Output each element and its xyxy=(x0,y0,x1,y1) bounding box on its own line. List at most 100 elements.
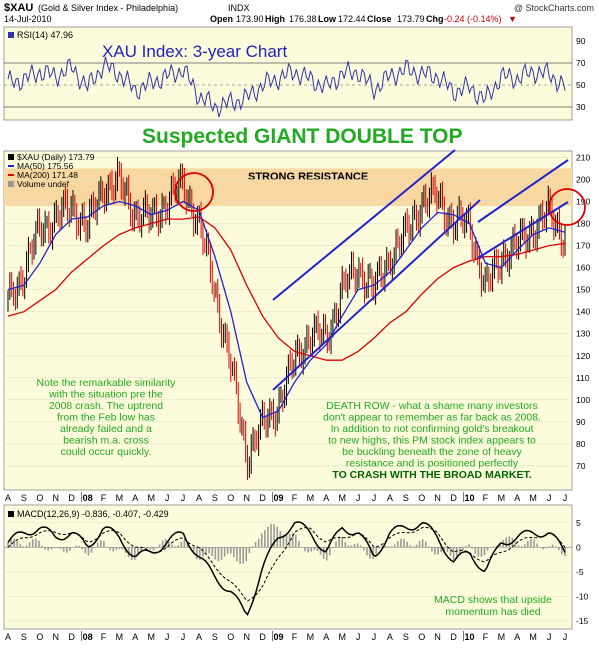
macd-tick-label: -10 xyxy=(576,592,589,602)
x-tick-label: D xyxy=(68,493,75,503)
x-tick-label: J xyxy=(181,632,186,642)
x-tick-label: 10 xyxy=(465,632,475,642)
index-name: (Gold & Silver Index - Philadelphia) xyxy=(38,3,178,13)
x-tick-label: M xyxy=(529,632,537,642)
x-tick-label: F xyxy=(483,632,489,642)
x-tick-label: J xyxy=(356,493,361,503)
x-tick-label: A xyxy=(132,632,138,642)
note-line: resistance and is positioned perfectly xyxy=(346,458,519,470)
price-tick-label: 100 xyxy=(576,395,590,405)
x-tick-label: F xyxy=(483,493,489,503)
rsi-legend-swatch xyxy=(8,32,14,38)
rsi-legend: RSI(14) 47.96 xyxy=(8,30,73,40)
rsi-grid xyxy=(4,62,572,108)
x-tick-label: O xyxy=(227,493,234,503)
x-tick-label: M xyxy=(147,493,155,503)
x-tick-label: N xyxy=(52,493,59,503)
note-line: TO CRASH WITH THE BROAD MARKET. xyxy=(332,469,531,481)
x-tick-label: A xyxy=(5,632,11,642)
price-tick-label: 150 xyxy=(576,285,590,295)
x-axis-bottom: A S O N D 08 F M A M J J A S O N D 09 F M A M J J A S O N D 10 F M A M J J xyxy=(5,631,567,642)
legend-label: $XAU (Daily) 173.79 xyxy=(17,152,95,162)
close-value: 173.79 xyxy=(397,14,425,24)
x-tick-label: J xyxy=(547,632,552,642)
x-tick-label: J xyxy=(181,493,186,503)
macd-line xyxy=(7,521,566,616)
x-tick-label: N xyxy=(243,632,250,642)
x-tick-label: J xyxy=(372,632,377,642)
x-tick-label: D xyxy=(450,493,457,503)
x-tick-label: N xyxy=(434,632,441,642)
macd-tick-label: -5 xyxy=(576,567,584,577)
note-line: be buckling beneath the zone of heavy xyxy=(342,446,523,458)
x-tick-label: A xyxy=(387,493,393,503)
x-axis-main: A S O N D 08 F M A M J J A S O N D 09 F M A M J J A S O N D 10 F M A M J J xyxy=(5,492,567,503)
trend-channels xyxy=(272,149,569,391)
x-tick-label: A xyxy=(323,632,329,642)
x-tick-label: D xyxy=(259,632,266,642)
note-line: don't appear to remember as far back as … xyxy=(323,412,541,424)
x-tick-label: N xyxy=(52,632,59,642)
rsi-y-axis: 90 70 50 30 xyxy=(576,36,586,112)
x-tick-label: M xyxy=(338,632,346,642)
x-tick-label: A xyxy=(514,493,520,503)
x-tick-label: F xyxy=(292,632,298,642)
macd-tick-label: -15 xyxy=(576,616,589,626)
x-tick-label: M xyxy=(116,493,124,503)
channel2-lower-line xyxy=(477,201,569,259)
x-tick-label: J xyxy=(563,493,568,503)
x-tick-label: A xyxy=(196,493,202,503)
rsi-annotation: XAU Index: 3-year Chart xyxy=(102,42,287,61)
symbol: $XAU xyxy=(4,2,33,14)
note-line: Note the remarkable similarity xyxy=(37,377,177,389)
price-tick-label: 130 xyxy=(576,329,590,339)
open-value: 173.90 xyxy=(236,14,264,24)
macd-signal-line xyxy=(7,527,566,602)
x-tick-label: D xyxy=(68,632,75,642)
x-tick-label: F xyxy=(101,632,107,642)
price-tick-label: 170 xyxy=(576,241,590,251)
x-tick-label: 08 xyxy=(83,493,93,503)
x-tick-label: M xyxy=(147,632,155,642)
note-right: DEATH ROW - what a shame many investors d… xyxy=(323,400,541,481)
legend-label: MA(200) 171.48 xyxy=(17,170,78,180)
x-tick-label: A xyxy=(132,493,138,503)
macd-tick-label: 5 xyxy=(576,518,581,528)
note-line: DEATH ROW - what a shame many investors xyxy=(326,400,538,412)
watermark: @ StockCharts.com xyxy=(514,3,594,13)
note-line: MACD shows that upside xyxy=(434,594,552,606)
x-tick-label: D xyxy=(259,493,266,503)
x-tick-label: O xyxy=(418,632,425,642)
price-tick-label: 200 xyxy=(576,174,590,184)
x-tick-label: M xyxy=(338,493,346,503)
x-tick-label: M xyxy=(498,493,506,503)
low-value: 172.44 xyxy=(338,14,366,24)
note-line: from the Feb low has xyxy=(57,412,155,424)
chg-value: -0.24 (-0.14%) xyxy=(444,14,502,24)
macd-grid xyxy=(4,522,572,622)
x-tick-label: O xyxy=(36,632,43,642)
price-tick-label: 190 xyxy=(576,196,590,206)
rsi-line xyxy=(7,56,566,118)
x-tick-label: M xyxy=(307,632,315,642)
x-tick-label: F xyxy=(101,493,107,503)
x-tick-label: S xyxy=(212,632,218,642)
x-tick-label: F xyxy=(292,493,298,503)
legend-label: Volume undef xyxy=(17,179,70,189)
price-tick-label: 80 xyxy=(576,439,586,449)
x-tick-label: O xyxy=(227,632,234,642)
channel2-upper-line xyxy=(477,159,569,223)
x-tick-label: N xyxy=(434,493,441,503)
price-tick-label: 160 xyxy=(576,263,590,273)
x-tick-label: A xyxy=(514,632,520,642)
note-line: 2008 crash. The uptrend xyxy=(49,400,163,412)
note-line: momentum has died xyxy=(445,606,540,618)
x-tick-label: S xyxy=(21,493,27,503)
chg-down-arrow-icon: ▼ xyxy=(508,14,517,24)
date: 14-Jul-2010 xyxy=(4,14,52,24)
macd-note: MACD shows that upside momentum has died xyxy=(434,594,552,618)
x-tick-label: S xyxy=(21,632,27,642)
x-tick-label: 09 xyxy=(274,632,284,642)
